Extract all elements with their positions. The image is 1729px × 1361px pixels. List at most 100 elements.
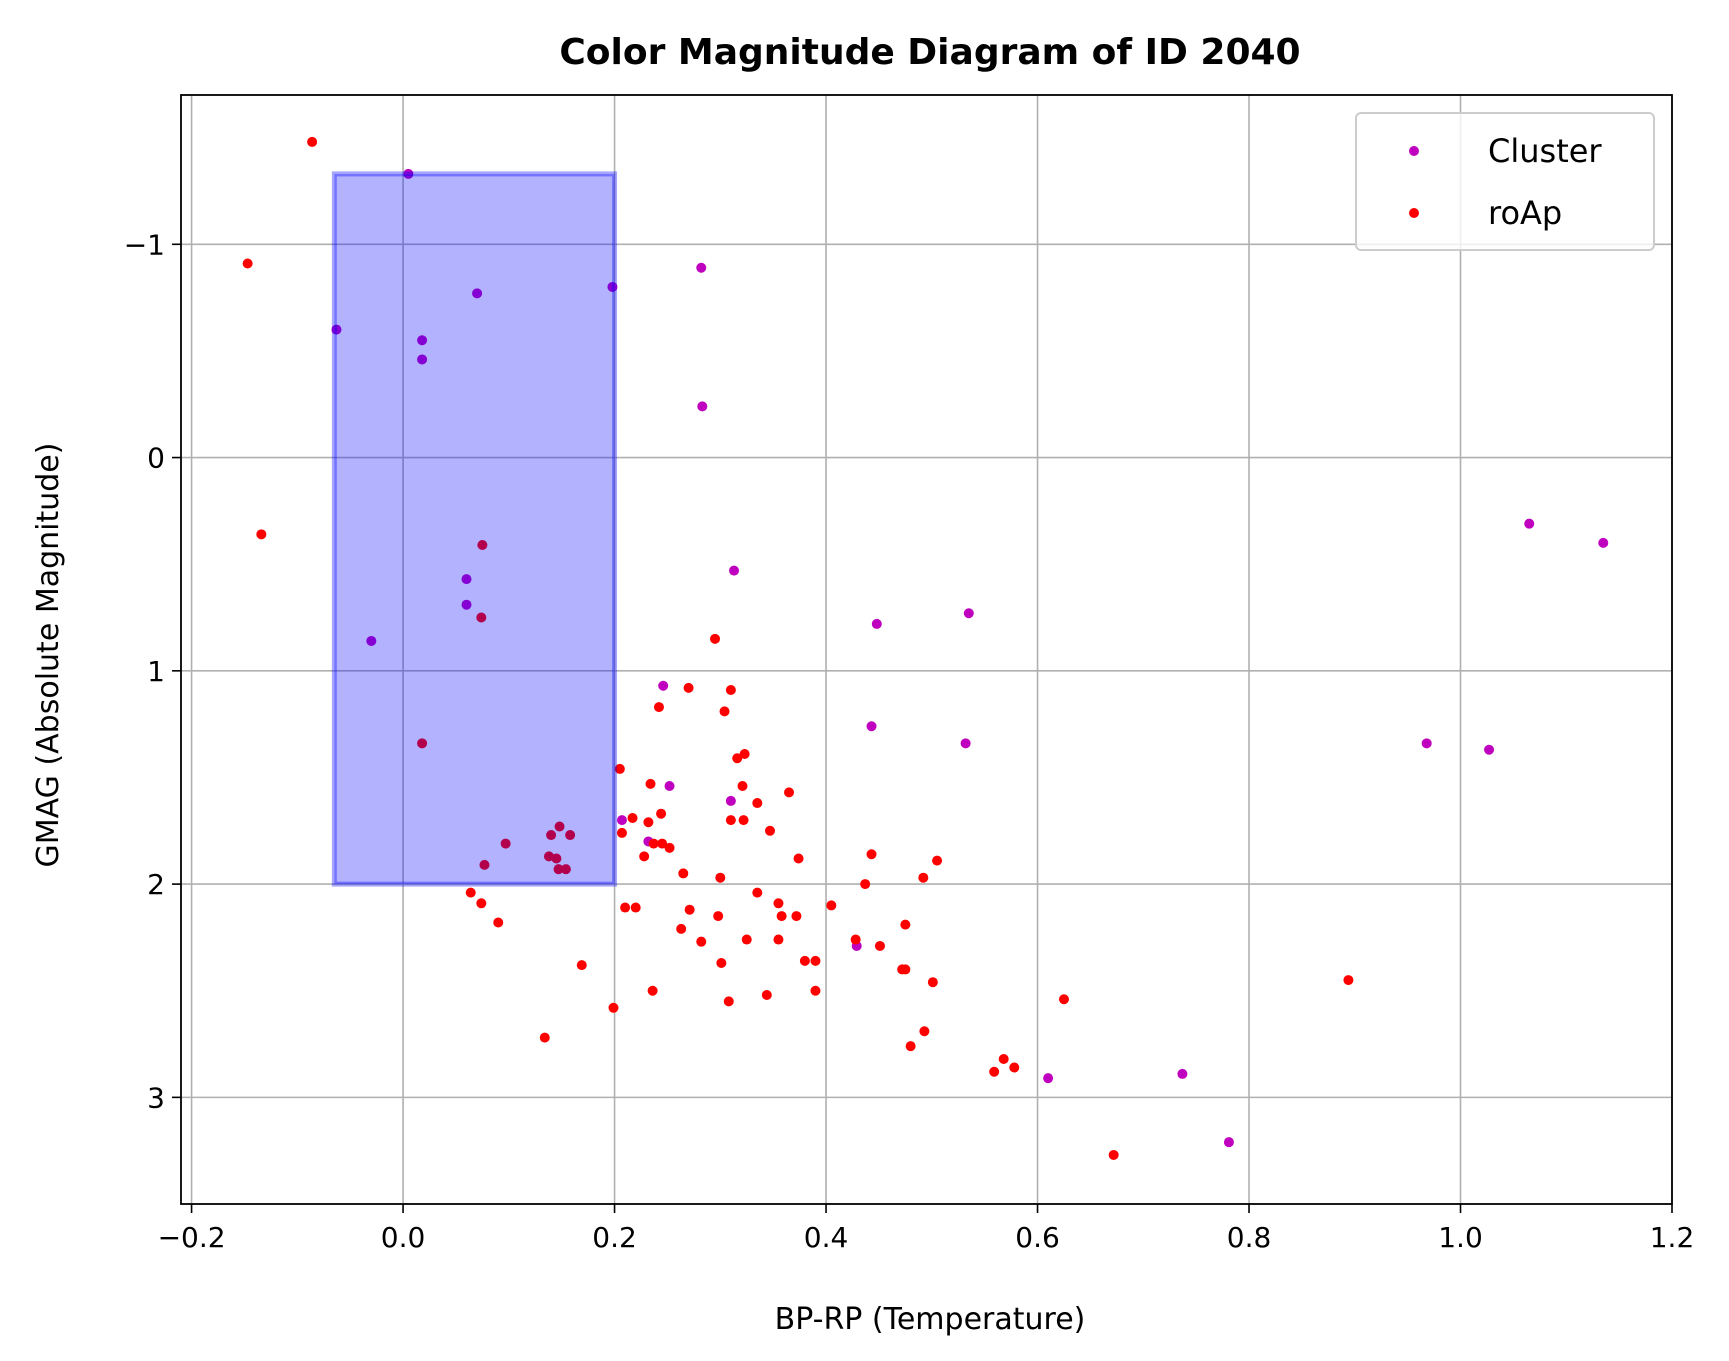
y-axis-label: GMAG (Absolute Magnitude) <box>31 443 66 868</box>
y-tick-label: −1 <box>124 228 165 261</box>
point-cluster <box>1223 1137 1234 1148</box>
point-roap <box>799 955 810 966</box>
point-cluster <box>664 780 675 791</box>
point-roap <box>684 904 695 915</box>
point-roap <box>860 879 871 890</box>
point-roap <box>620 902 631 913</box>
point-cluster <box>331 324 342 335</box>
point-cluster <box>461 599 472 610</box>
point-cluster <box>725 795 736 806</box>
point-cluster <box>366 635 377 646</box>
point-cluster <box>417 354 428 365</box>
x-tick-label: 1.2 <box>1650 1221 1695 1254</box>
point-cluster <box>403 168 414 179</box>
point-roap <box>676 923 687 934</box>
point-roap <box>725 685 736 696</box>
point-roap <box>553 864 564 875</box>
point-roap <box>791 911 802 922</box>
point-roap <box>1343 975 1354 986</box>
point-roap <box>683 682 694 693</box>
legend-marker-roap <box>1409 208 1419 218</box>
y-tick-label: 0 <box>147 442 165 475</box>
point-roap <box>761 989 772 1000</box>
point-roap <box>773 898 784 909</box>
point-roap <box>614 763 625 774</box>
point-roap <box>927 977 938 988</box>
point-roap <box>645 778 656 789</box>
point-roap <box>560 864 571 875</box>
point-cluster <box>696 262 707 273</box>
point-roap <box>900 919 911 930</box>
point-cluster <box>461 574 472 585</box>
point-roap <box>696 936 707 947</box>
point-roap <box>565 830 576 841</box>
point-cluster <box>866 721 877 732</box>
point-roap <box>715 872 726 883</box>
point-roap <box>1108 1149 1119 1160</box>
point-roap <box>905 1041 916 1052</box>
point-roap <box>417 738 428 749</box>
chart-title: Color Magnitude Diagram of ID 2040 <box>559 32 1300 73</box>
point-cluster <box>607 281 618 292</box>
point-roap <box>752 887 763 898</box>
point-roap <box>678 868 689 879</box>
point-roap <box>630 902 641 913</box>
point-roap <box>653 702 664 713</box>
point-cluster <box>658 680 669 691</box>
x-tick-label: 1.0 <box>1438 1221 1483 1254</box>
y-axis-ticks: −1 0 1 2 3 <box>124 228 181 1114</box>
point-roap <box>479 859 490 870</box>
point-cluster <box>472 288 483 299</box>
point-roap <box>256 529 267 540</box>
point-roap <box>866 849 877 860</box>
point-roap <box>551 853 562 864</box>
point-roap <box>737 780 748 791</box>
x-tick-label: −0.2 <box>158 1221 226 1254</box>
point-cluster <box>1484 744 1495 755</box>
legend-box <box>1355 112 1655 251</box>
point-cluster <box>1524 518 1535 529</box>
point-roap <box>465 887 476 898</box>
point-roap <box>476 612 487 623</box>
point-cluster <box>1421 738 1432 749</box>
point-roap <box>500 838 511 849</box>
point-cluster <box>960 738 971 749</box>
point-roap <box>608 1002 619 1013</box>
point-roap <box>725 815 736 826</box>
legend-label-roap: roAp <box>1488 194 1562 232</box>
y-tick-label: 1 <box>147 655 165 688</box>
point-roap <box>826 900 837 911</box>
point-roap <box>493 917 504 928</box>
point-cluster <box>616 815 627 826</box>
point-cluster <box>963 608 974 619</box>
point-roap <box>723 996 734 1007</box>
point-roap <box>539 1032 550 1043</box>
point-roap <box>648 838 659 849</box>
point-roap <box>900 964 911 975</box>
point-roap <box>738 815 749 826</box>
point-cluster <box>871 618 882 629</box>
highlight-region <box>331 171 618 887</box>
point-roap <box>656 808 667 819</box>
x-axis-ticks: −0.2 0.0 0.2 0.4 0.6 0.8 1.0 1.2 <box>158 1204 1695 1254</box>
y-tick-label: 2 <box>147 868 165 901</box>
point-roap <box>719 706 730 717</box>
point-roap <box>477 539 488 550</box>
plot-frame <box>180 94 1673 1205</box>
point-roap <box>793 853 804 864</box>
point-cluster <box>1598 537 1609 548</box>
point-roap <box>989 1066 1000 1077</box>
point-roap <box>741 934 752 945</box>
point-roap <box>242 258 253 269</box>
point-roap <box>716 958 727 969</box>
point-cluster <box>697 401 708 412</box>
point-roap <box>643 817 654 828</box>
point-roap <box>713 911 724 922</box>
point-cluster <box>729 565 740 576</box>
x-tick-label: 0.2 <box>592 1221 637 1254</box>
point-roap <box>307 136 318 147</box>
point-roap <box>810 955 821 966</box>
point-roap <box>639 851 650 862</box>
x-tick-label: 0.0 <box>381 1221 426 1254</box>
point-roap <box>647 985 658 996</box>
